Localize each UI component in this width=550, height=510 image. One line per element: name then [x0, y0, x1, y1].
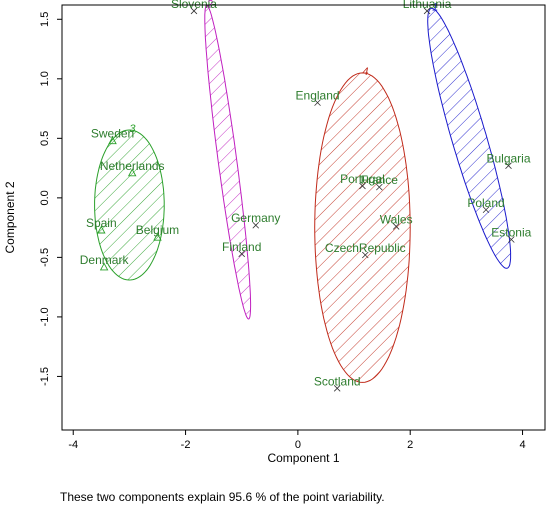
point-label: CzechRepublic — [325, 241, 406, 255]
cluster-ellipse-3 — [94, 129, 165, 281]
point-label: Scotland — [314, 374, 361, 388]
y-tick-label: 1.0 — [39, 71, 51, 86]
data-point-scotland: Scotland — [314, 374, 361, 392]
data-point-germany: Germany — [231, 211, 280, 229]
x-tick-label: 4 — [519, 439, 525, 451]
data-point-netherlands: Netherlands — [100, 159, 165, 177]
data-point-bulgaria: Bulgaria — [486, 152, 531, 169]
data-point-czechrepublic: CzechRepublic — [325, 241, 406, 259]
y-tick-label: -1.0 — [39, 307, 51, 326]
data-point-portugal: Portugal — [340, 172, 385, 190]
x-axis: -4 -2 0 2 4 — [68, 430, 526, 451]
x-tick-label: 0 — [295, 439, 301, 451]
x-tick-label: 2 — [407, 439, 413, 451]
point-label: Poland — [467, 196, 504, 210]
data-point-england: England — [296, 89, 340, 106]
data-point-denmark: Denmark — [80, 253, 130, 271]
point-label: Germany — [231, 211, 280, 225]
point-label: Finland — [222, 240, 261, 254]
point-label: Estonia — [491, 226, 531, 240]
y-tick-label: 1.5 — [39, 12, 51, 27]
variance-caption: These two components explain 95.6 % of t… — [60, 490, 385, 504]
point-label: Sweden — [91, 127, 134, 141]
cluster-ellipse-4 — [314, 72, 411, 383]
data-point-sweden: Sweden — [91, 127, 134, 145]
y-tick-label: 0.5 — [39, 131, 51, 146]
point-label: Spain — [86, 216, 117, 230]
point-label: England — [296, 89, 340, 103]
y-axis: -1.5 -1.0 -0.5 0.0 0.5 1.0 1.5 — [39, 12, 62, 386]
data-point-poland: Poland — [467, 196, 505, 214]
point-label: Denmark — [80, 253, 130, 267]
y-tick-label: -1.5 — [39, 367, 51, 386]
point-label: Bulgaria — [486, 152, 530, 166]
cluster-ellipse-2 — [204, 4, 252, 320]
cluster-points: SwedenNetherlandsSpainBelgiumDenmarkSlov… — [80, 0, 532, 392]
cluster-id-label-1: 1 — [432, 1, 438, 13]
point-label: France — [361, 173, 399, 187]
data-point-wales: Wales — [380, 212, 413, 230]
point-label: Netherlands — [100, 159, 165, 173]
point-label: Belgium — [136, 223, 179, 237]
data-point-lithuania: Lithuania — [403, 0, 452, 15]
data-point-france: France — [361, 173, 399, 191]
cluster-id-label-3: 3 — [129, 123, 136, 135]
plot-frame — [61, 4, 546, 431]
x-tick-label: -2 — [181, 439, 191, 451]
y-tick-label: 0.0 — [39, 190, 51, 205]
data-point-spain: Spain — [86, 216, 117, 234]
data-point-belgium: Belgium — [136, 223, 179, 241]
data-point-finland: Finland — [222, 240, 261, 258]
y-axis-title: Component 2 — [3, 181, 17, 253]
x-tick-label: -4 — [68, 439, 78, 451]
data-point-estonia: Estonia — [491, 226, 532, 243]
point-label: Portugal — [340, 172, 385, 186]
y-tick-label: -0.5 — [39, 248, 51, 267]
point-label: Wales — [380, 212, 413, 226]
x-axis-title: Component 1 — [267, 451, 339, 465]
cluster-id-label-4: 4 — [362, 66, 368, 78]
cluster-ellipse-1 — [427, 7, 512, 269]
